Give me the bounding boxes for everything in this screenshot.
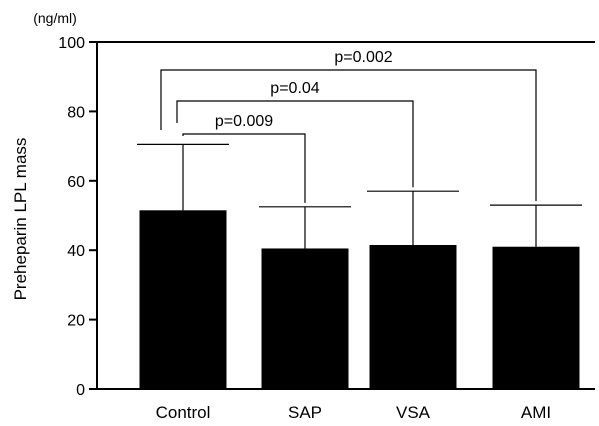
y-axis-label: Preheparin LPL mass [11, 138, 30, 301]
y-tick-label: 60 [67, 174, 85, 191]
y-axis-unit: (ng/ml) [33, 10, 77, 26]
y-tick-label: 100 [58, 35, 85, 52]
bracket-sap [182, 133, 306, 203]
bar-control [139, 210, 227, 389]
x-tick-label: AMI [521, 403, 551, 422]
bar-sap [261, 248, 349, 389]
x-tick-label: VSA [396, 403, 431, 422]
y-tick-label: 20 [67, 313, 85, 330]
y-tick-label: 0 [76, 382, 85, 399]
bars [139, 210, 580, 389]
x-tick-label: SAP [288, 403, 322, 422]
x-axis-tick-labels: Control SAP VSA AMI [156, 403, 552, 422]
x-tick-label: Control [156, 403, 211, 422]
bracket-ami [160, 69, 537, 202]
p-value-label-vsa: p=0.04 [270, 80, 319, 97]
bar-vsa [369, 244, 457, 389]
y-tick-label: 80 [67, 104, 85, 121]
bracket-vsa [176, 100, 414, 188]
p-value-label-sap: p=0.009 [215, 113, 273, 130]
error-bars [137, 143, 582, 249]
bar-ami [492, 246, 580, 389]
significance-brackets: p=0.009 p=0.04 p=0.002 [160, 49, 537, 203]
p-value-label-ami: p=0.002 [334, 49, 392, 66]
y-tick-label: 40 [67, 243, 85, 260]
y-axis-ticks: 0 20 40 60 80 100 [58, 35, 97, 399]
